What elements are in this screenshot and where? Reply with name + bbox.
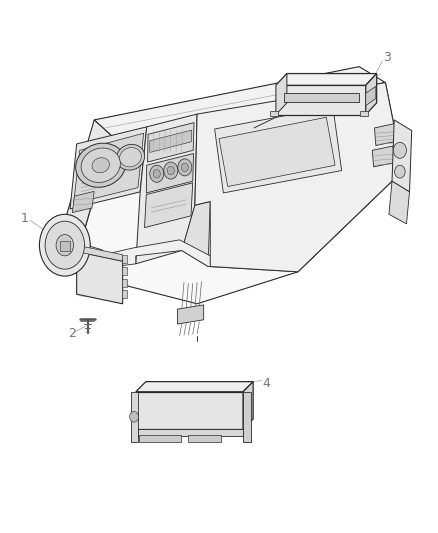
Polygon shape	[131, 392, 138, 442]
Polygon shape	[195, 83, 403, 272]
Polygon shape	[372, 146, 395, 167]
Polygon shape	[366, 86, 376, 106]
Ellipse shape	[81, 148, 120, 182]
Circle shape	[164, 162, 178, 179]
Polygon shape	[70, 127, 147, 209]
Ellipse shape	[120, 148, 141, 167]
Polygon shape	[146, 154, 194, 193]
Polygon shape	[182, 201, 210, 266]
Polygon shape	[94, 67, 385, 136]
Bar	[270, 111, 278, 116]
Circle shape	[150, 165, 164, 182]
Text: 3: 3	[383, 51, 391, 64]
Polygon shape	[392, 120, 412, 192]
Polygon shape	[276, 74, 287, 115]
Polygon shape	[148, 123, 194, 162]
Circle shape	[39, 214, 90, 276]
Polygon shape	[366, 74, 377, 115]
Circle shape	[130, 411, 138, 422]
Bar	[360, 111, 368, 116]
Bar	[122, 255, 127, 263]
Ellipse shape	[92, 158, 110, 173]
Polygon shape	[243, 382, 253, 429]
Polygon shape	[71, 160, 403, 272]
Circle shape	[395, 165, 405, 178]
Circle shape	[45, 221, 85, 269]
Bar	[60, 241, 70, 251]
Polygon shape	[243, 392, 251, 442]
Polygon shape	[276, 74, 377, 85]
Polygon shape	[177, 305, 204, 324]
Bar	[122, 279, 127, 287]
Polygon shape	[136, 114, 197, 264]
Circle shape	[393, 142, 406, 158]
Circle shape	[153, 169, 160, 178]
Polygon shape	[138, 429, 243, 436]
Text: 2: 2	[68, 327, 76, 340]
Polygon shape	[55, 120, 112, 272]
Circle shape	[178, 159, 192, 176]
Polygon shape	[219, 117, 335, 187]
Bar	[139, 435, 181, 442]
Polygon shape	[145, 183, 193, 228]
Polygon shape	[72, 83, 403, 304]
Ellipse shape	[76, 143, 126, 187]
Polygon shape	[284, 93, 359, 102]
Polygon shape	[215, 107, 342, 193]
Polygon shape	[150, 130, 192, 152]
Circle shape	[181, 163, 188, 172]
Bar	[122, 290, 127, 298]
Polygon shape	[77, 252, 123, 304]
Circle shape	[167, 166, 174, 175]
Text: 4: 4	[263, 377, 271, 390]
Polygon shape	[136, 392, 243, 429]
Polygon shape	[374, 124, 396, 146]
Ellipse shape	[117, 144, 145, 170]
Polygon shape	[74, 133, 144, 204]
Polygon shape	[77, 245, 123, 261]
Bar	[188, 435, 221, 442]
Polygon shape	[136, 382, 253, 392]
Circle shape	[56, 235, 74, 256]
Text: 1: 1	[21, 212, 29, 225]
Polygon shape	[276, 85, 366, 115]
Bar	[122, 267, 127, 275]
Polygon shape	[72, 191, 94, 213]
Polygon shape	[389, 181, 410, 224]
